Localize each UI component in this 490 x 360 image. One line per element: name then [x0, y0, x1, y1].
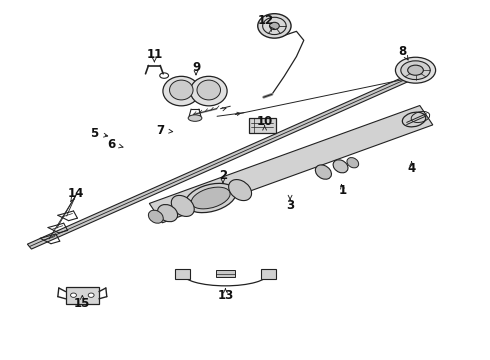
Text: 14: 14	[68, 187, 84, 200]
Ellipse shape	[395, 57, 436, 83]
Ellipse shape	[88, 293, 94, 297]
Text: 1: 1	[339, 184, 347, 197]
Text: 10: 10	[256, 115, 273, 128]
Ellipse shape	[170, 80, 193, 100]
Ellipse shape	[172, 195, 194, 216]
Text: 13: 13	[217, 289, 234, 302]
Ellipse shape	[270, 22, 279, 30]
Text: 15: 15	[74, 297, 91, 310]
Ellipse shape	[316, 165, 331, 179]
Bar	[249, 118, 276, 133]
Ellipse shape	[347, 158, 359, 168]
Text: 8: 8	[399, 45, 407, 58]
Polygon shape	[149, 105, 433, 223]
Text: 9: 9	[192, 61, 200, 74]
Text: 11: 11	[146, 48, 163, 61]
Text: 5: 5	[90, 127, 98, 140]
Bar	[261, 269, 276, 279]
Ellipse shape	[148, 210, 163, 223]
Ellipse shape	[402, 112, 426, 127]
Ellipse shape	[229, 180, 251, 201]
Bar	[216, 270, 235, 277]
Ellipse shape	[71, 293, 76, 297]
Text: 4: 4	[408, 162, 416, 175]
Ellipse shape	[197, 80, 220, 100]
Bar	[175, 269, 190, 279]
Ellipse shape	[258, 14, 291, 38]
Ellipse shape	[185, 183, 236, 213]
Text: 2: 2	[219, 169, 227, 182]
Ellipse shape	[401, 61, 430, 80]
Ellipse shape	[190, 76, 227, 106]
Ellipse shape	[188, 115, 202, 121]
Text: 7: 7	[157, 124, 165, 137]
Ellipse shape	[333, 160, 348, 173]
Bar	[66, 287, 99, 304]
Ellipse shape	[163, 76, 200, 106]
Text: 3: 3	[286, 199, 294, 212]
Ellipse shape	[191, 187, 230, 209]
Text: 12: 12	[257, 14, 274, 27]
Text: 6: 6	[108, 138, 116, 150]
Polygon shape	[27, 68, 428, 249]
Ellipse shape	[158, 204, 177, 222]
Ellipse shape	[408, 65, 423, 75]
